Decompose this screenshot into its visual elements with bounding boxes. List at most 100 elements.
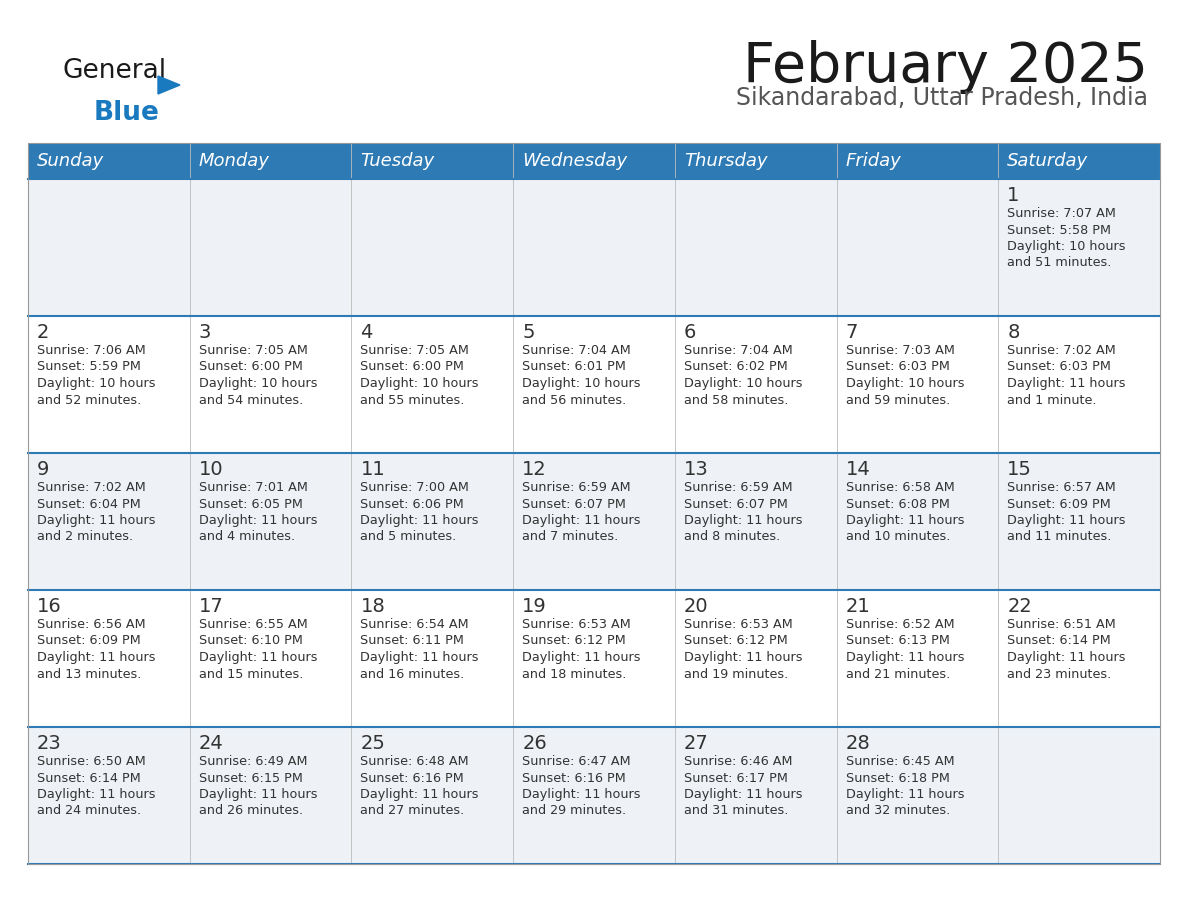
Text: and 21 minutes.: and 21 minutes.: [846, 667, 950, 680]
Text: Daylight: 10 hours: Daylight: 10 hours: [523, 377, 640, 390]
Text: and 2 minutes.: and 2 minutes.: [37, 531, 133, 543]
Text: Sunrise: 6:59 AM: Sunrise: 6:59 AM: [684, 481, 792, 494]
Text: Daylight: 11 hours: Daylight: 11 hours: [37, 788, 156, 801]
Text: Sunrise: 7:05 AM: Sunrise: 7:05 AM: [360, 344, 469, 357]
Text: Sunrise: 7:05 AM: Sunrise: 7:05 AM: [198, 344, 308, 357]
Text: Sunrise: 6:54 AM: Sunrise: 6:54 AM: [360, 618, 469, 631]
Text: Daylight: 10 hours: Daylight: 10 hours: [684, 377, 802, 390]
Text: 16: 16: [37, 597, 62, 616]
Text: Sunset: 6:14 PM: Sunset: 6:14 PM: [1007, 634, 1111, 647]
Text: Thursday: Thursday: [684, 152, 767, 170]
Text: and 29 minutes.: and 29 minutes.: [523, 804, 626, 818]
Text: Sunrise: 6:49 AM: Sunrise: 6:49 AM: [198, 755, 308, 768]
Text: Sunday: Sunday: [37, 152, 105, 170]
Text: Sunset: 6:00 PM: Sunset: 6:00 PM: [360, 361, 465, 374]
Text: Sunrise: 7:04 AM: Sunrise: 7:04 AM: [684, 344, 792, 357]
Text: and 19 minutes.: and 19 minutes.: [684, 667, 788, 680]
Text: Sunrise: 6:45 AM: Sunrise: 6:45 AM: [846, 755, 954, 768]
Text: 9: 9: [37, 460, 50, 479]
Text: Monday: Monday: [198, 152, 270, 170]
Text: Sunrise: 6:51 AM: Sunrise: 6:51 AM: [1007, 618, 1116, 631]
Text: Wednesday: Wednesday: [523, 152, 627, 170]
Text: Daylight: 11 hours: Daylight: 11 hours: [523, 788, 640, 801]
Text: and 1 minute.: and 1 minute.: [1007, 394, 1097, 407]
Text: Sunset: 6:13 PM: Sunset: 6:13 PM: [846, 634, 949, 647]
Text: Sunrise: 6:52 AM: Sunrise: 6:52 AM: [846, 618, 954, 631]
Text: 26: 26: [523, 734, 546, 753]
Text: Sunset: 6:03 PM: Sunset: 6:03 PM: [846, 361, 949, 374]
Text: Daylight: 10 hours: Daylight: 10 hours: [846, 377, 965, 390]
Text: Sunrise: 7:07 AM: Sunrise: 7:07 AM: [1007, 207, 1117, 220]
Text: Daylight: 11 hours: Daylight: 11 hours: [1007, 377, 1126, 390]
Text: Sunset: 6:06 PM: Sunset: 6:06 PM: [360, 498, 465, 510]
Text: 7: 7: [846, 323, 858, 342]
Text: Daylight: 11 hours: Daylight: 11 hours: [198, 514, 317, 527]
Text: Sunrise: 6:56 AM: Sunrise: 6:56 AM: [37, 618, 146, 631]
Text: Daylight: 11 hours: Daylight: 11 hours: [198, 651, 317, 664]
Text: Daylight: 11 hours: Daylight: 11 hours: [1007, 651, 1126, 664]
Text: 8: 8: [1007, 323, 1019, 342]
Text: Sunset: 6:03 PM: Sunset: 6:03 PM: [1007, 361, 1111, 374]
Text: Daylight: 11 hours: Daylight: 11 hours: [846, 788, 965, 801]
Text: 5: 5: [523, 323, 535, 342]
Text: Sunrise: 6:53 AM: Sunrise: 6:53 AM: [523, 618, 631, 631]
Text: Saturday: Saturday: [1007, 152, 1088, 170]
Text: Sunrise: 6:57 AM: Sunrise: 6:57 AM: [1007, 481, 1116, 494]
Text: Daylight: 10 hours: Daylight: 10 hours: [360, 377, 479, 390]
Text: and 23 minutes.: and 23 minutes.: [1007, 667, 1112, 680]
Bar: [29, 179, 1159, 316]
Text: 10: 10: [198, 460, 223, 479]
Text: Sunset: 6:04 PM: Sunset: 6:04 PM: [37, 498, 140, 510]
Text: Sunrise: 7:02 AM: Sunrise: 7:02 AM: [37, 481, 146, 494]
Text: Sunrise: 6:53 AM: Sunrise: 6:53 AM: [684, 618, 792, 631]
Polygon shape: [158, 76, 181, 94]
Bar: [29, 316, 1159, 453]
Text: 13: 13: [684, 460, 708, 479]
Text: Sunset: 5:59 PM: Sunset: 5:59 PM: [37, 361, 141, 374]
Text: Daylight: 11 hours: Daylight: 11 hours: [37, 651, 156, 664]
Text: Sunrise: 6:55 AM: Sunrise: 6:55 AM: [198, 618, 308, 631]
Text: 22: 22: [1007, 597, 1032, 616]
Text: Sunset: 5:58 PM: Sunset: 5:58 PM: [1007, 223, 1111, 237]
Text: Sunset: 6:05 PM: Sunset: 6:05 PM: [198, 498, 303, 510]
Text: Sunset: 6:18 PM: Sunset: 6:18 PM: [846, 771, 949, 785]
Text: 14: 14: [846, 460, 871, 479]
Text: Tuesday: Tuesday: [360, 152, 435, 170]
Bar: [29, 143, 1159, 864]
Text: Sunset: 6:12 PM: Sunset: 6:12 PM: [523, 634, 626, 647]
Text: Daylight: 11 hours: Daylight: 11 hours: [360, 514, 479, 527]
Text: Sunset: 6:14 PM: Sunset: 6:14 PM: [37, 771, 140, 785]
Text: and 59 minutes.: and 59 minutes.: [846, 394, 950, 407]
Text: Daylight: 11 hours: Daylight: 11 hours: [846, 514, 965, 527]
Text: 25: 25: [360, 734, 385, 753]
Text: Sunset: 6:08 PM: Sunset: 6:08 PM: [846, 498, 949, 510]
Text: Sunrise: 6:47 AM: Sunrise: 6:47 AM: [523, 755, 631, 768]
Text: Daylight: 11 hours: Daylight: 11 hours: [360, 788, 479, 801]
Text: Daylight: 11 hours: Daylight: 11 hours: [1007, 514, 1126, 527]
Text: 21: 21: [846, 597, 871, 616]
Text: Sunrise: 6:50 AM: Sunrise: 6:50 AM: [37, 755, 146, 768]
Text: 23: 23: [37, 734, 62, 753]
Text: Sunset: 6:16 PM: Sunset: 6:16 PM: [360, 771, 465, 785]
Text: 24: 24: [198, 734, 223, 753]
Text: 17: 17: [198, 597, 223, 616]
Text: Sunrise: 6:59 AM: Sunrise: 6:59 AM: [523, 481, 631, 494]
Text: 3: 3: [198, 323, 211, 342]
Text: Sunrise: 7:00 AM: Sunrise: 7:00 AM: [360, 481, 469, 494]
Text: Daylight: 11 hours: Daylight: 11 hours: [684, 514, 802, 527]
Text: 20: 20: [684, 597, 708, 616]
Text: 1: 1: [1007, 186, 1019, 205]
Text: Sunrise: 7:03 AM: Sunrise: 7:03 AM: [846, 344, 954, 357]
Text: Sunrise: 6:46 AM: Sunrise: 6:46 AM: [684, 755, 792, 768]
Text: Daylight: 11 hours: Daylight: 11 hours: [523, 651, 640, 664]
Text: Daylight: 10 hours: Daylight: 10 hours: [1007, 240, 1126, 253]
Text: Sunset: 6:00 PM: Sunset: 6:00 PM: [198, 361, 303, 374]
Text: Daylight: 11 hours: Daylight: 11 hours: [198, 788, 317, 801]
Text: Sunrise: 7:01 AM: Sunrise: 7:01 AM: [198, 481, 308, 494]
Text: Sunrise: 6:58 AM: Sunrise: 6:58 AM: [846, 481, 954, 494]
Text: 19: 19: [523, 597, 546, 616]
Text: Sunset: 6:09 PM: Sunset: 6:09 PM: [1007, 498, 1111, 510]
Text: and 58 minutes.: and 58 minutes.: [684, 394, 788, 407]
Text: 27: 27: [684, 734, 708, 753]
Text: and 11 minutes.: and 11 minutes.: [1007, 531, 1112, 543]
